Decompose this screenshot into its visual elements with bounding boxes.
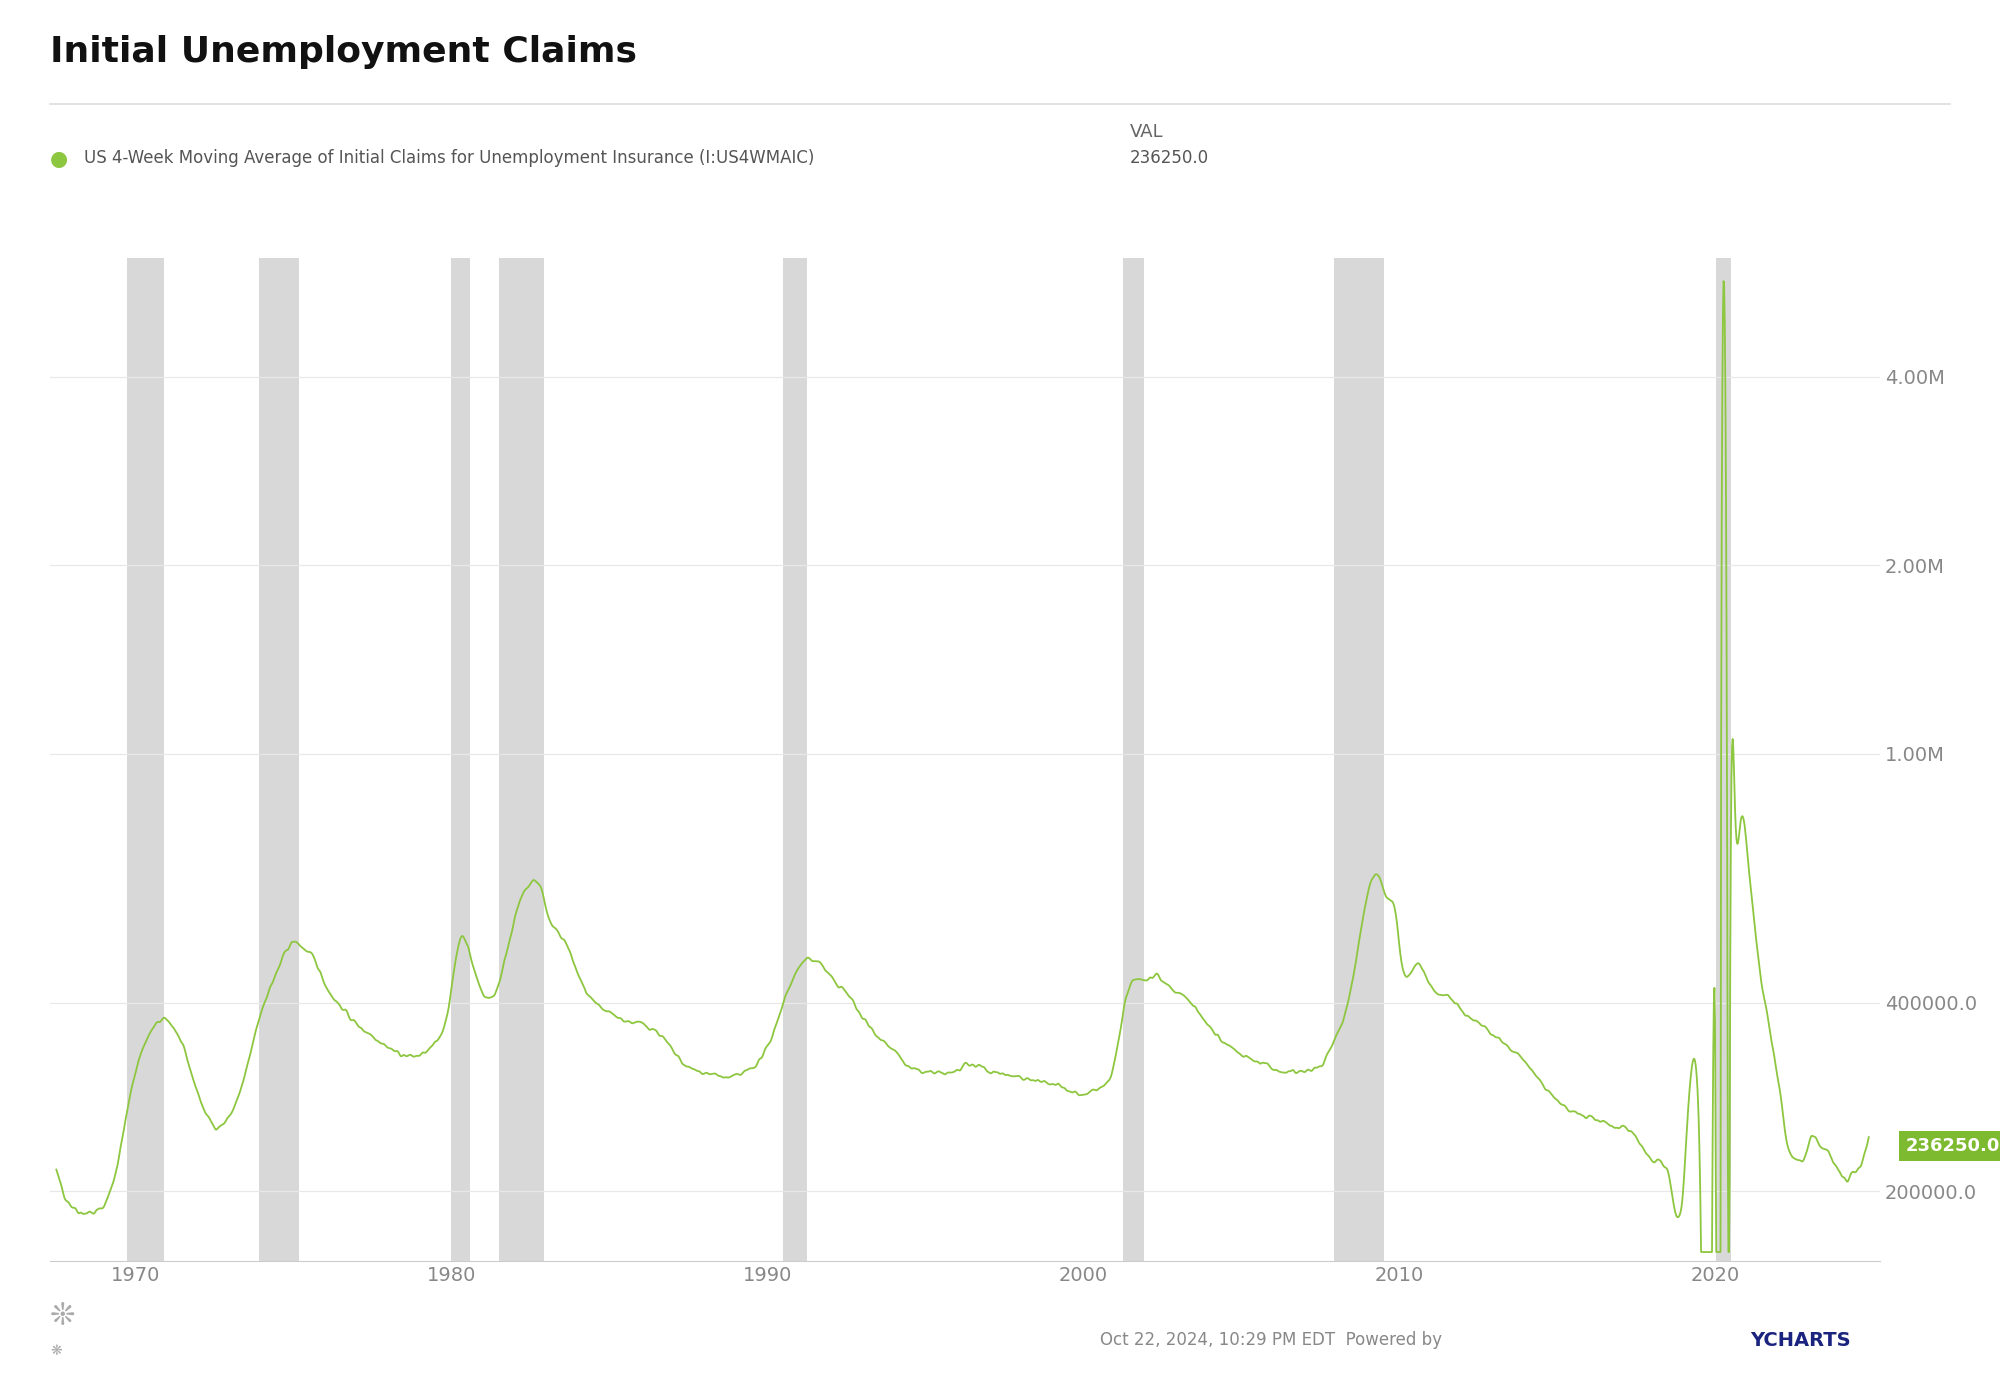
Text: Oct 22, 2024, 10:29 PM EDT  Powered by: Oct 22, 2024, 10:29 PM EDT Powered by bbox=[1100, 1332, 1442, 1348]
Text: YCHARTS: YCHARTS bbox=[1750, 1330, 1850, 1350]
Bar bbox=[1716, 258, 1732, 1261]
Text: 236250.0: 236250.0 bbox=[1870, 1137, 2000, 1155]
Text: ❋: ❋ bbox=[50, 1344, 62, 1358]
Text: Initial Unemployment Claims: Initial Unemployment Claims bbox=[50, 35, 636, 68]
Text: US 4-Week Moving Average of Initial Claims for Unemployment Insurance (I:US4WMAI: US 4-Week Moving Average of Initial Clai… bbox=[84, 149, 814, 167]
Bar bbox=[1124, 258, 1144, 1261]
Bar bbox=[260, 258, 298, 1261]
Bar bbox=[1334, 258, 1384, 1261]
Bar bbox=[784, 258, 806, 1261]
Text: VAL: VAL bbox=[1130, 123, 1164, 141]
Bar bbox=[498, 258, 544, 1261]
Text: ●: ● bbox=[50, 149, 68, 169]
Bar bbox=[128, 258, 164, 1261]
Bar bbox=[452, 258, 470, 1261]
Text: ❊: ❊ bbox=[50, 1302, 76, 1330]
Text: 236250.0: 236250.0 bbox=[1130, 149, 1210, 167]
